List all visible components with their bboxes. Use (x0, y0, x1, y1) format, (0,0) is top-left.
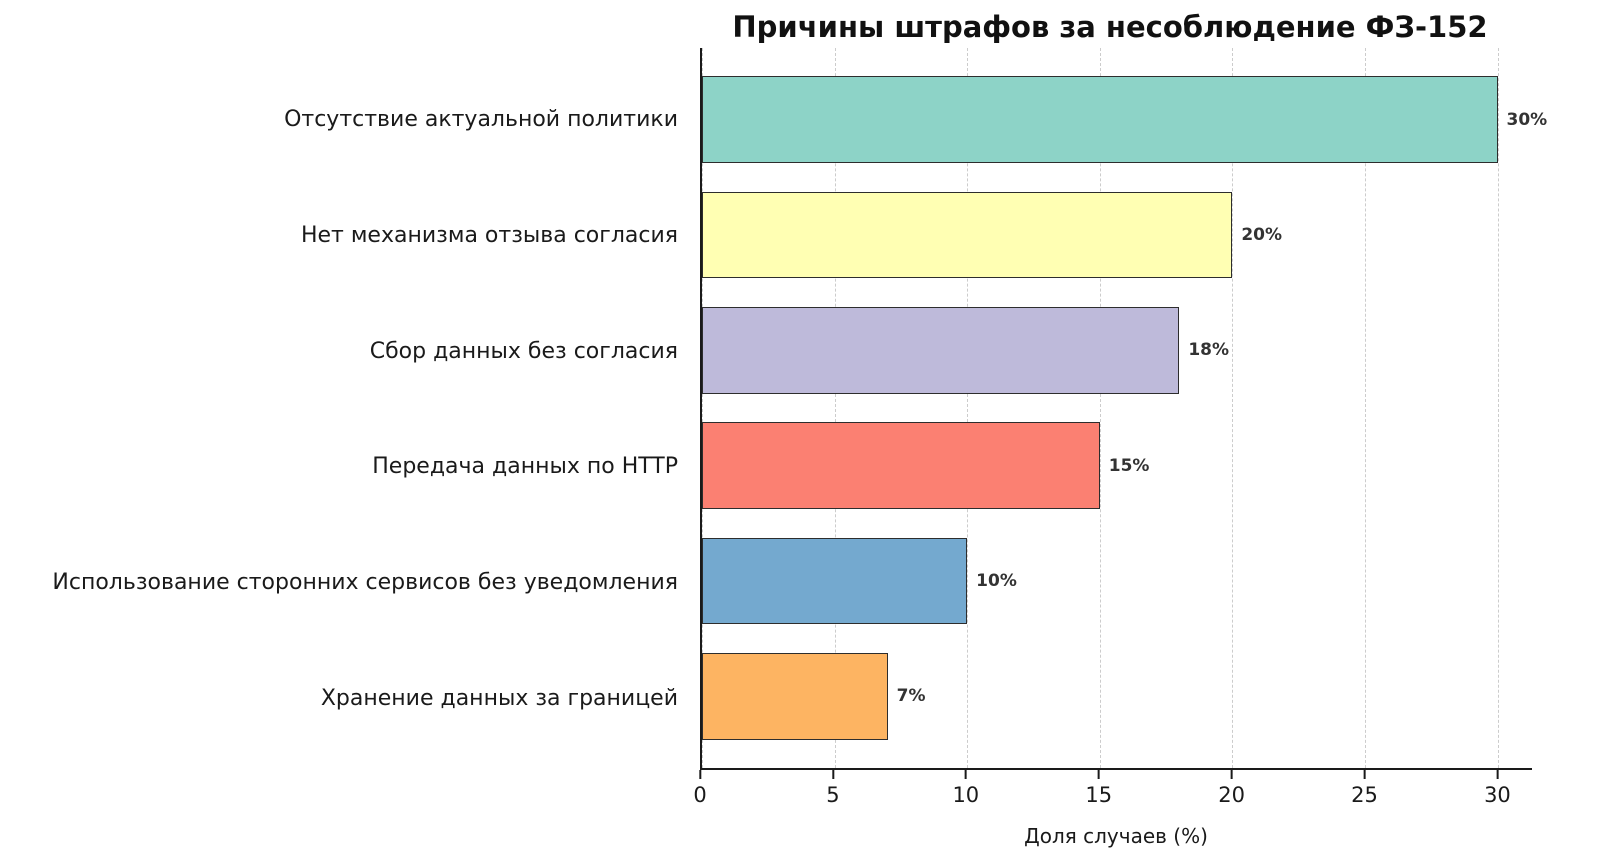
gridline-5 (834, 48, 836, 768)
plot-area: 30% 20% 18% 15% 10% 7% (700, 48, 1547, 770)
category-label-1: Отсутствие актуальной политики (284, 107, 678, 133)
bar-row-1: 30% (702, 62, 1547, 177)
tick-label: 0 (693, 783, 707, 807)
tick-label: 30 (1484, 783, 1511, 807)
bar-5 (702, 537, 968, 625)
value-label-2: 20% (1241, 224, 1283, 245)
y-axis-category-labels: Отсутствие актуальной политики Нет механи… (0, 48, 688, 770)
category-label-4: Передача данных по HTTP (372, 454, 678, 480)
tick-mark (1097, 770, 1100, 779)
gridline-15 (1099, 48, 1101, 768)
value-label-1: 30% (1506, 109, 1548, 130)
value-label-4: 15% (1108, 455, 1150, 476)
x-tick-20: 20 (1218, 770, 1245, 807)
chart-title: Причины штрафов за несоблюдение ФЗ-152 (732, 10, 1488, 44)
bar-row-5: 10% (702, 523, 1532, 638)
tick-label: 15 (1085, 783, 1113, 807)
category-label-5: Использование сторонних сервисов без уве… (52, 570, 678, 596)
x-tick-0: 0 (693, 770, 707, 807)
category-label-3: Сбор данных без согласия (369, 338, 678, 364)
gridline-20 (1232, 48, 1234, 768)
tick-mark (964, 770, 967, 779)
x-tick-25: 25 (1351, 770, 1378, 807)
bar-2 (702, 191, 1233, 279)
tick-mark (1496, 770, 1499, 779)
x-tick-30: 30 (1484, 770, 1511, 807)
x-tick-5: 5 (826, 770, 840, 807)
gridlines-layer (702, 48, 1532, 768)
gridline-25 (1364, 48, 1366, 768)
bar-4 (702, 422, 1100, 509)
bar-row-2: 20% (702, 177, 1532, 292)
tick-mark (699, 770, 701, 779)
x-tick-10: 10 (952, 770, 979, 807)
value-label-5: 10% (976, 570, 1017, 591)
gridline-0 (702, 48, 703, 768)
bar-row-6: 7% (702, 639, 1532, 754)
tick-label: 20 (1218, 783, 1245, 807)
bar-1 (702, 76, 1498, 163)
gridline-30 (1497, 48, 1499, 768)
value-label-3: 18% (1188, 340, 1230, 361)
bar-6 (702, 653, 888, 740)
category-label-6: Хранение данных за границей (320, 685, 678, 711)
tick-label: 25 (1351, 783, 1378, 807)
tick-mark (831, 770, 834, 779)
bar-3 (702, 307, 1180, 394)
x-axis-label: Доля случаев (%) (1024, 824, 1208, 848)
x-axis: 0 5 10 15 20 25 30 (693, 770, 1532, 830)
bars-layer: 30% 20% 18% 15% 10% 7% (702, 62, 1547, 754)
tick-label: 5 (826, 783, 840, 807)
tick-label: 10 (952, 783, 980, 807)
bar-row-3: 18% (702, 293, 1532, 408)
category-label-2: Нет механизма отзыва согласия (300, 223, 678, 248)
tick-mark (1230, 770, 1233, 779)
value-label-6: 7% (896, 686, 926, 707)
tick-mark (1363, 770, 1366, 779)
bar-row-4: 15% (702, 408, 1532, 523)
x-tick-15: 15 (1085, 770, 1112, 807)
gridline-10 (967, 48, 969, 768)
